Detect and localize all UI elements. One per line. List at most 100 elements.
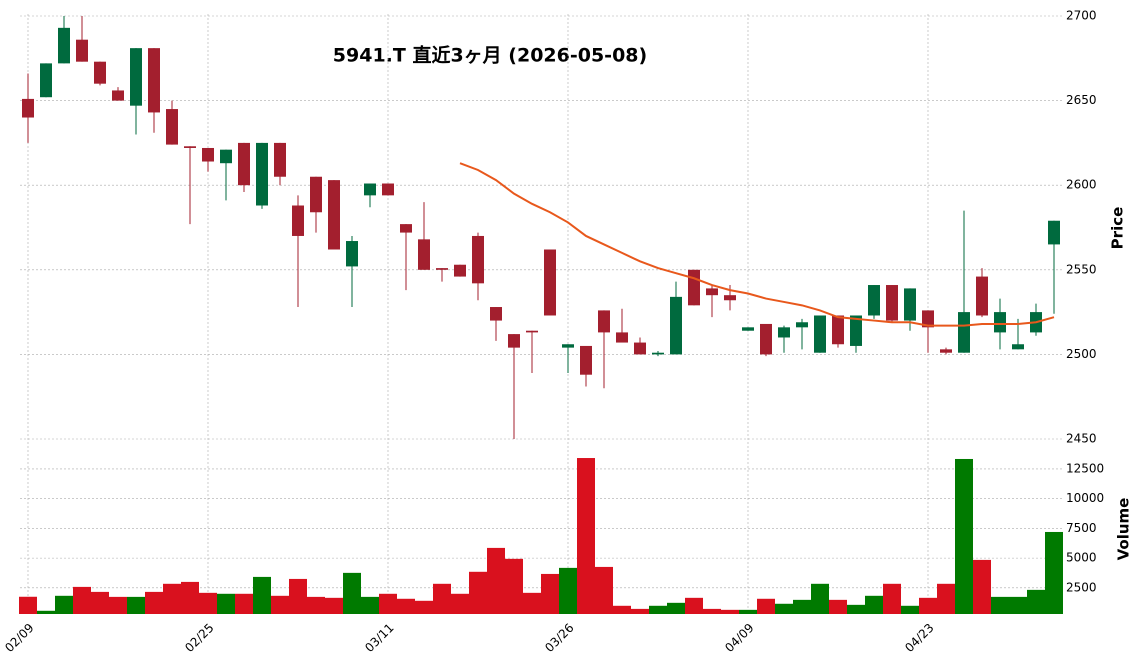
volume-bar — [847, 604, 865, 614]
candle-body — [238, 142, 250, 186]
candle-body — [346, 241, 358, 267]
candle-body — [868, 285, 880, 316]
y-tick-label: 10000 — [1066, 491, 1104, 505]
x-tick-label: 04/09 — [722, 621, 756, 655]
volume-bar — [1009, 596, 1027, 614]
volume-bar — [793, 599, 811, 614]
volume-bar — [343, 572, 361, 614]
volume-bar — [433, 583, 451, 614]
moving-average — [459, 162, 1055, 327]
candle-body — [1012, 344, 1024, 350]
volume-bar — [289, 578, 307, 614]
volume-bar — [685, 597, 703, 614]
candle-body — [958, 312, 970, 353]
candle-body — [130, 48, 142, 106]
candle-body — [706, 288, 718, 296]
candle-body — [994, 312, 1006, 333]
volume-bar — [37, 610, 55, 614]
volume-bar — [271, 595, 289, 614]
volume-bar — [181, 581, 199, 614]
y-axis-label: Volume — [1115, 498, 1133, 561]
x-tick-label: 03/26 — [542, 621, 576, 655]
y-tick-label: 2600 — [1066, 178, 1097, 192]
x-tick-label: 02/09 — [2, 621, 36, 655]
candle-body — [292, 205, 304, 236]
volume-bar — [649, 605, 667, 614]
volume-bar — [631, 608, 649, 614]
volume-bar — [91, 591, 109, 614]
volume-bar — [721, 609, 739, 614]
candle-body — [904, 288, 916, 321]
volume-bar — [937, 583, 955, 614]
y-tick-label: 2450 — [1066, 432, 1097, 446]
candle-body — [454, 264, 466, 277]
candle-body — [364, 183, 376, 196]
volume-bar — [901, 605, 919, 614]
candle-body — [688, 269, 700, 306]
volume-bar — [199, 592, 217, 614]
candle-body — [166, 109, 178, 145]
candle-body — [274, 142, 286, 177]
candle-body — [148, 48, 160, 113]
candle-body — [508, 334, 520, 348]
volume-bar — [487, 547, 505, 614]
y-tick-label: 2650 — [1066, 93, 1097, 107]
candle-body — [400, 224, 412, 233]
volume-bar — [19, 596, 37, 614]
volume-bar — [829, 599, 847, 614]
volume-bar — [127, 596, 145, 614]
volume-bar — [1045, 531, 1063, 614]
candle-body — [616, 332, 628, 343]
volume-bar — [595, 566, 613, 614]
x-tick-label: 03/11 — [362, 621, 396, 655]
candle-body — [670, 296, 682, 355]
candle-body — [634, 342, 646, 355]
volume-bar — [1027, 589, 1045, 614]
volume-bar — [667, 602, 685, 614]
candle-body — [562, 344, 574, 348]
volume-bar — [73, 586, 91, 614]
candle-body — [526, 330, 538, 333]
candle-body — [850, 315, 862, 346]
candle-body — [76, 39, 88, 62]
volume-bar — [217, 593, 235, 614]
volume-bar — [523, 592, 541, 614]
y-tick-label: 5000 — [1066, 551, 1097, 565]
x-tick-label: 04/23 — [902, 621, 936, 655]
candle-body — [310, 176, 322, 213]
y-tick-label: 2500 — [1066, 580, 1097, 594]
volume-bar — [505, 558, 523, 614]
candle-body — [40, 63, 52, 98]
candle-body — [472, 235, 484, 284]
candle-body — [544, 249, 556, 316]
volume-bar — [541, 573, 559, 614]
volume-bar — [235, 593, 253, 614]
candle-body — [922, 310, 934, 328]
volume-bar — [415, 600, 433, 614]
volume-bar — [361, 596, 379, 614]
candle-body — [652, 352, 664, 355]
x-tick-label: 02/25 — [182, 621, 216, 655]
volume-bar — [703, 608, 721, 614]
candle-body — [724, 295, 736, 301]
volume-bar — [163, 583, 181, 614]
volume-bar — [613, 605, 631, 614]
candle-body — [22, 98, 34, 118]
candle-body — [886, 285, 898, 321]
volume-bar — [955, 458, 973, 614]
candle-body — [580, 345, 592, 375]
candle-body — [940, 349, 952, 353]
volume-bar — [379, 593, 397, 614]
candle-body — [490, 307, 502, 321]
y-axis-label: Price — [1109, 207, 1127, 250]
candle-body — [328, 180, 340, 250]
candle-body — [58, 27, 70, 64]
candle-body — [256, 142, 268, 206]
candle-body — [436, 268, 448, 270]
y-tick-label: 2500 — [1066, 347, 1097, 361]
volume-bar — [991, 596, 1009, 614]
volume-bar — [919, 597, 937, 614]
candle-body — [814, 315, 826, 353]
y-tick-label: 2550 — [1066, 262, 1097, 276]
